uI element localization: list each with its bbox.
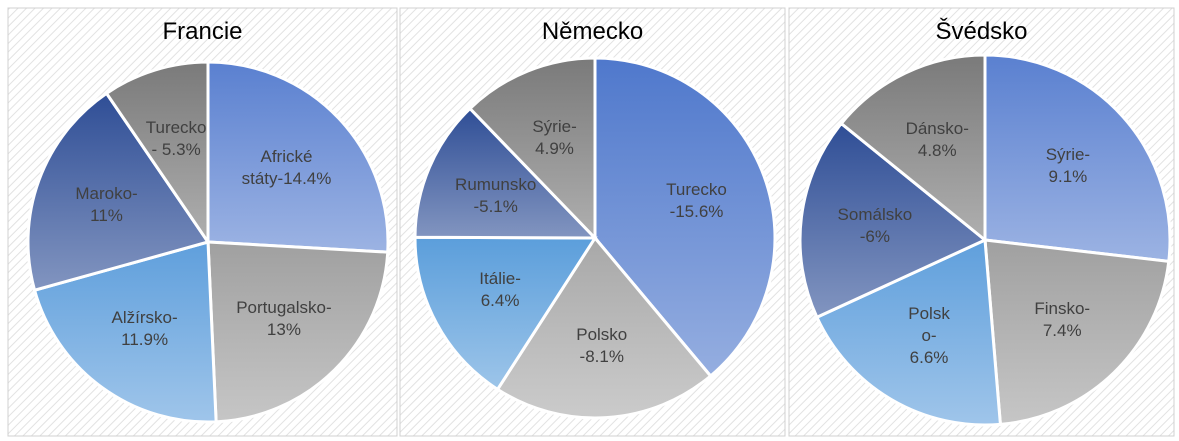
- data-label: Finsko- 7.4%: [1034, 298, 1091, 340]
- data-label: Portugalsko- 13%: [236, 297, 332, 339]
- data-label: Polsk o- 6.6%: [908, 303, 950, 367]
- data-label: Turecko -15.6%: [666, 180, 727, 222]
- chart-title: Švédsko: [935, 18, 1028, 45]
- data-label: Polsko -8.1%: [576, 324, 628, 366]
- data-label: Sýrie- 4.9%: [532, 116, 577, 158]
- data-label: Itálie- 6.4%: [479, 268, 521, 310]
- chart-title: Francie: [162, 18, 243, 45]
- slice: [983, 53, 1172, 264]
- data-label: Sýrie- 9.1%: [1045, 145, 1091, 187]
- slice: [839, 53, 987, 244]
- slice: [206, 240, 390, 424]
- slice: [983, 238, 1171, 426]
- slice: [495, 235, 713, 420]
- data-label: Dánsko- 4.8%: [905, 118, 969, 160]
- slice: [798, 121, 988, 320]
- slice: [413, 106, 599, 240]
- data-label: Alžírsko- 11.9%: [111, 308, 178, 350]
- data-label: Africké státy-14.4%: [241, 146, 332, 188]
- slice: [467, 56, 597, 242]
- slice: [206, 60, 390, 254]
- slice: [26, 91, 211, 293]
- data-label: Maroko- 11%: [75, 183, 138, 225]
- data-label: Rumunsko -5.1%: [455, 174, 537, 216]
- data-label: Turecko - 5.3%: [145, 117, 207, 159]
- chart-title: Německo: [541, 18, 644, 45]
- slice: [32, 240, 218, 424]
- slice: [104, 60, 210, 247]
- slice: [814, 237, 1003, 427]
- data-label: Somálsko -6%: [837, 205, 913, 247]
- slice: [413, 235, 598, 392]
- slice: [593, 56, 777, 379]
